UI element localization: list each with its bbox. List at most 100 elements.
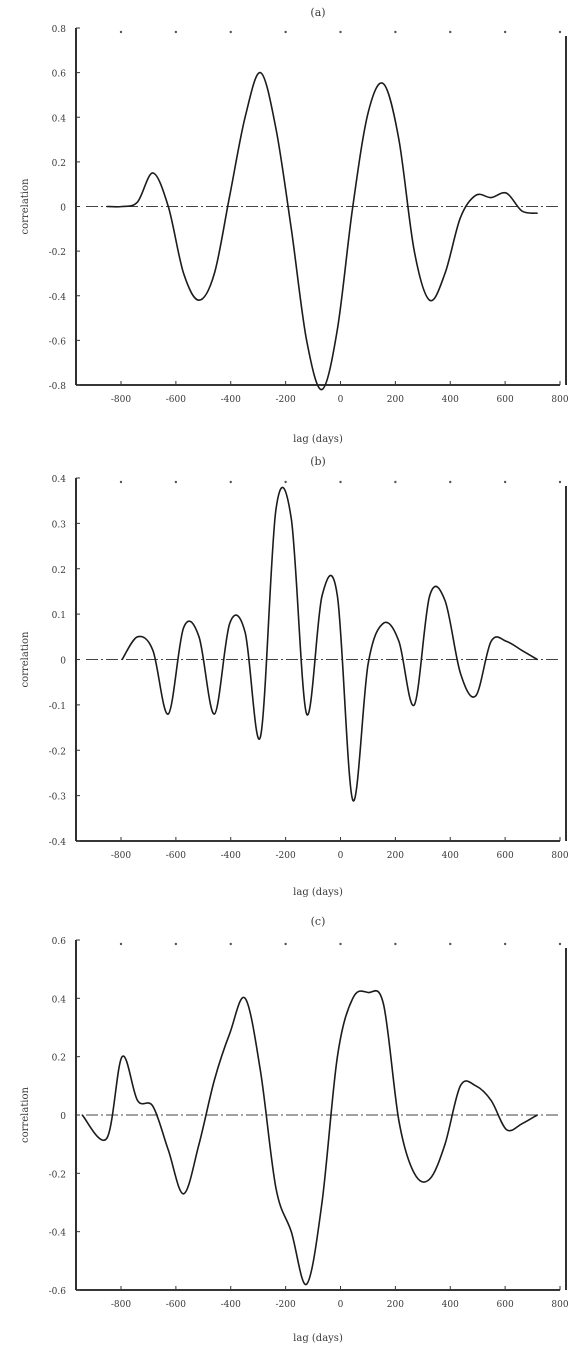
series-line-1 bbox=[121, 486, 538, 802]
data-point bbox=[183, 272, 185, 275]
top-tick-dot bbox=[503, 480, 507, 484]
top-tick-dot bbox=[558, 480, 562, 484]
data-point bbox=[106, 205, 108, 208]
data-point bbox=[352, 205, 354, 208]
data-point bbox=[81, 1114, 83, 1116]
x-tick-label: -400 bbox=[221, 395, 241, 405]
data-point bbox=[521, 1123, 523, 1125]
x-tick-label: -400 bbox=[221, 851, 241, 861]
y-tick-label: 0.6 bbox=[52, 937, 67, 947]
data-point bbox=[429, 299, 431, 301]
data-point bbox=[121, 1056, 123, 1058]
data-point bbox=[213, 1079, 215, 1081]
x-tick-label: 0 bbox=[338, 1300, 344, 1310]
data-point bbox=[244, 631, 246, 633]
y-tick-label: 0.2 bbox=[52, 1054, 66, 1064]
top-tick-dot bbox=[284, 480, 287, 484]
x-tick-label: 600 bbox=[497, 1300, 514, 1310]
x-tick-label: 800 bbox=[551, 395, 568, 405]
data-point bbox=[244, 997, 246, 999]
data-point bbox=[521, 649, 523, 652]
data-point bbox=[167, 205, 169, 208]
data-point bbox=[152, 1105, 154, 1107]
y-tick-label: -0.2 bbox=[49, 747, 66, 757]
data-point bbox=[213, 272, 215, 275]
data-point bbox=[536, 212, 538, 214]
x-tick-label: 200 bbox=[387, 1300, 404, 1310]
y-tick-label: -0.8 bbox=[49, 382, 67, 392]
x-axis-label: lag (days) bbox=[293, 887, 343, 898]
data-point bbox=[352, 799, 354, 801]
x-tick-label: 0 bbox=[338, 851, 344, 861]
data-point bbox=[152, 649, 154, 652]
top-tick-dot bbox=[394, 942, 397, 946]
data-point bbox=[475, 194, 477, 196]
data-point bbox=[521, 210, 523, 212]
x-tick-label: -200 bbox=[276, 851, 296, 861]
x-tick-label: 200 bbox=[387, 395, 404, 405]
x-tick-label: 200 bbox=[387, 851, 404, 861]
data-point bbox=[229, 1032, 231, 1034]
data-point bbox=[306, 339, 308, 341]
data-point bbox=[259, 1070, 262, 1072]
data-point bbox=[367, 112, 369, 114]
data-point bbox=[306, 1283, 308, 1285]
data-point bbox=[352, 997, 354, 999]
x-tick-label: 400 bbox=[442, 1300, 459, 1310]
top-tick-dot bbox=[174, 480, 178, 484]
top-tick-dot bbox=[119, 942, 123, 946]
data-point bbox=[336, 595, 338, 597]
data-point bbox=[167, 713, 169, 715]
x-tick-label: -600 bbox=[166, 395, 186, 405]
data-point bbox=[275, 1187, 277, 1189]
y-tick-label: -0.6 bbox=[49, 337, 67, 347]
top-tick-dot bbox=[558, 942, 562, 946]
data-point bbox=[382, 83, 385, 85]
data-point bbox=[536, 1114, 538, 1116]
x-tick-label: -200 bbox=[276, 1300, 296, 1310]
top-tick-dot bbox=[339, 942, 342, 946]
data-point bbox=[459, 217, 461, 219]
y-tick-label: -0.6 bbox=[49, 1287, 67, 1297]
top-tick-dot bbox=[174, 30, 178, 34]
data-point bbox=[505, 1128, 508, 1131]
x-tick-label: -800 bbox=[111, 851, 131, 861]
top-tick-dot bbox=[449, 942, 452, 946]
data-point bbox=[136, 201, 139, 203]
y-tick-label: 0.2 bbox=[52, 159, 66, 169]
y-tick-label: 0.4 bbox=[52, 475, 67, 485]
x-tick-label: -800 bbox=[111, 395, 131, 405]
data-point bbox=[275, 127, 277, 130]
x-tick-label: 600 bbox=[497, 395, 514, 405]
data-point bbox=[459, 672, 461, 674]
y-tick-label: 0 bbox=[60, 204, 66, 214]
data-point bbox=[429, 1178, 431, 1180]
data-point bbox=[429, 595, 431, 597]
top-tick-dot bbox=[558, 30, 562, 34]
y-tick-label: 0.8 bbox=[52, 25, 67, 35]
top-tick-dot bbox=[284, 30, 287, 34]
panel-label: (b) bbox=[310, 455, 326, 468]
data-point bbox=[121, 658, 123, 661]
x-tick-label: -200 bbox=[276, 395, 296, 405]
data-point bbox=[321, 595, 323, 597]
data-point bbox=[259, 72, 262, 74]
data-point bbox=[136, 636, 139, 638]
y-tick-label: -0.4 bbox=[49, 838, 67, 848]
top-tick-dot bbox=[119, 480, 123, 484]
y-axis-label: correlation bbox=[20, 178, 31, 234]
top-tick-dot bbox=[449, 30, 452, 34]
data-point bbox=[275, 509, 277, 511]
data-point bbox=[459, 1085, 461, 1087]
y-tick-label: -0.1 bbox=[49, 702, 66, 712]
data-point bbox=[136, 1099, 139, 1102]
data-point bbox=[505, 640, 508, 642]
data-point bbox=[367, 991, 369, 994]
data-point bbox=[121, 205, 123, 208]
data-point bbox=[198, 299, 200, 301]
x-tick-label: -400 bbox=[221, 1300, 241, 1310]
panel-1: (a) 0.8 0.6 0.4 0.2 0 -0.2 -0.4 -0.6 -0.8 -800 -600… bbox=[20, 6, 569, 445]
data-point bbox=[152, 172, 154, 174]
y-tick-label: 0.3 bbox=[52, 520, 67, 530]
x-tick-label: -800 bbox=[111, 1300, 131, 1310]
